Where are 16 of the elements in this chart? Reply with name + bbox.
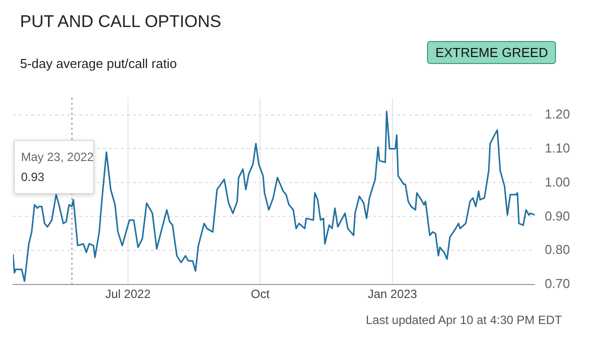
y-tick-label: 0.70 bbox=[544, 276, 570, 292]
annotation: May 23, 2022 bbox=[21, 149, 94, 166]
y-tick-label: 0.90 bbox=[544, 208, 570, 224]
y-tick-label: 1.10 bbox=[544, 140, 570, 156]
y-tick-label: 1.00 bbox=[544, 174, 570, 190]
tooltip-box: May 23, 2022 0.93 bbox=[14, 140, 94, 194]
chart-subtitle: 5-day average put/call ratio bbox=[20, 56, 177, 71]
text: Last updated Apr 10 at 4:30 PM EDT bbox=[366, 313, 562, 327]
y-tick-label: 1.20 bbox=[544, 106, 570, 122]
y-tick-label: 0.80 bbox=[544, 242, 570, 258]
x-tick-label: Oct bbox=[250, 287, 270, 302]
x-tick-label: Jul 2022 bbox=[105, 287, 151, 302]
chart-title: PUT AND CALL OPTIONS bbox=[20, 12, 222, 32]
x-tick-label: Jan 2023 bbox=[368, 287, 418, 302]
annotation: 0.93 bbox=[21, 169, 46, 186]
text: EXTREME GREED bbox=[427, 41, 556, 64]
